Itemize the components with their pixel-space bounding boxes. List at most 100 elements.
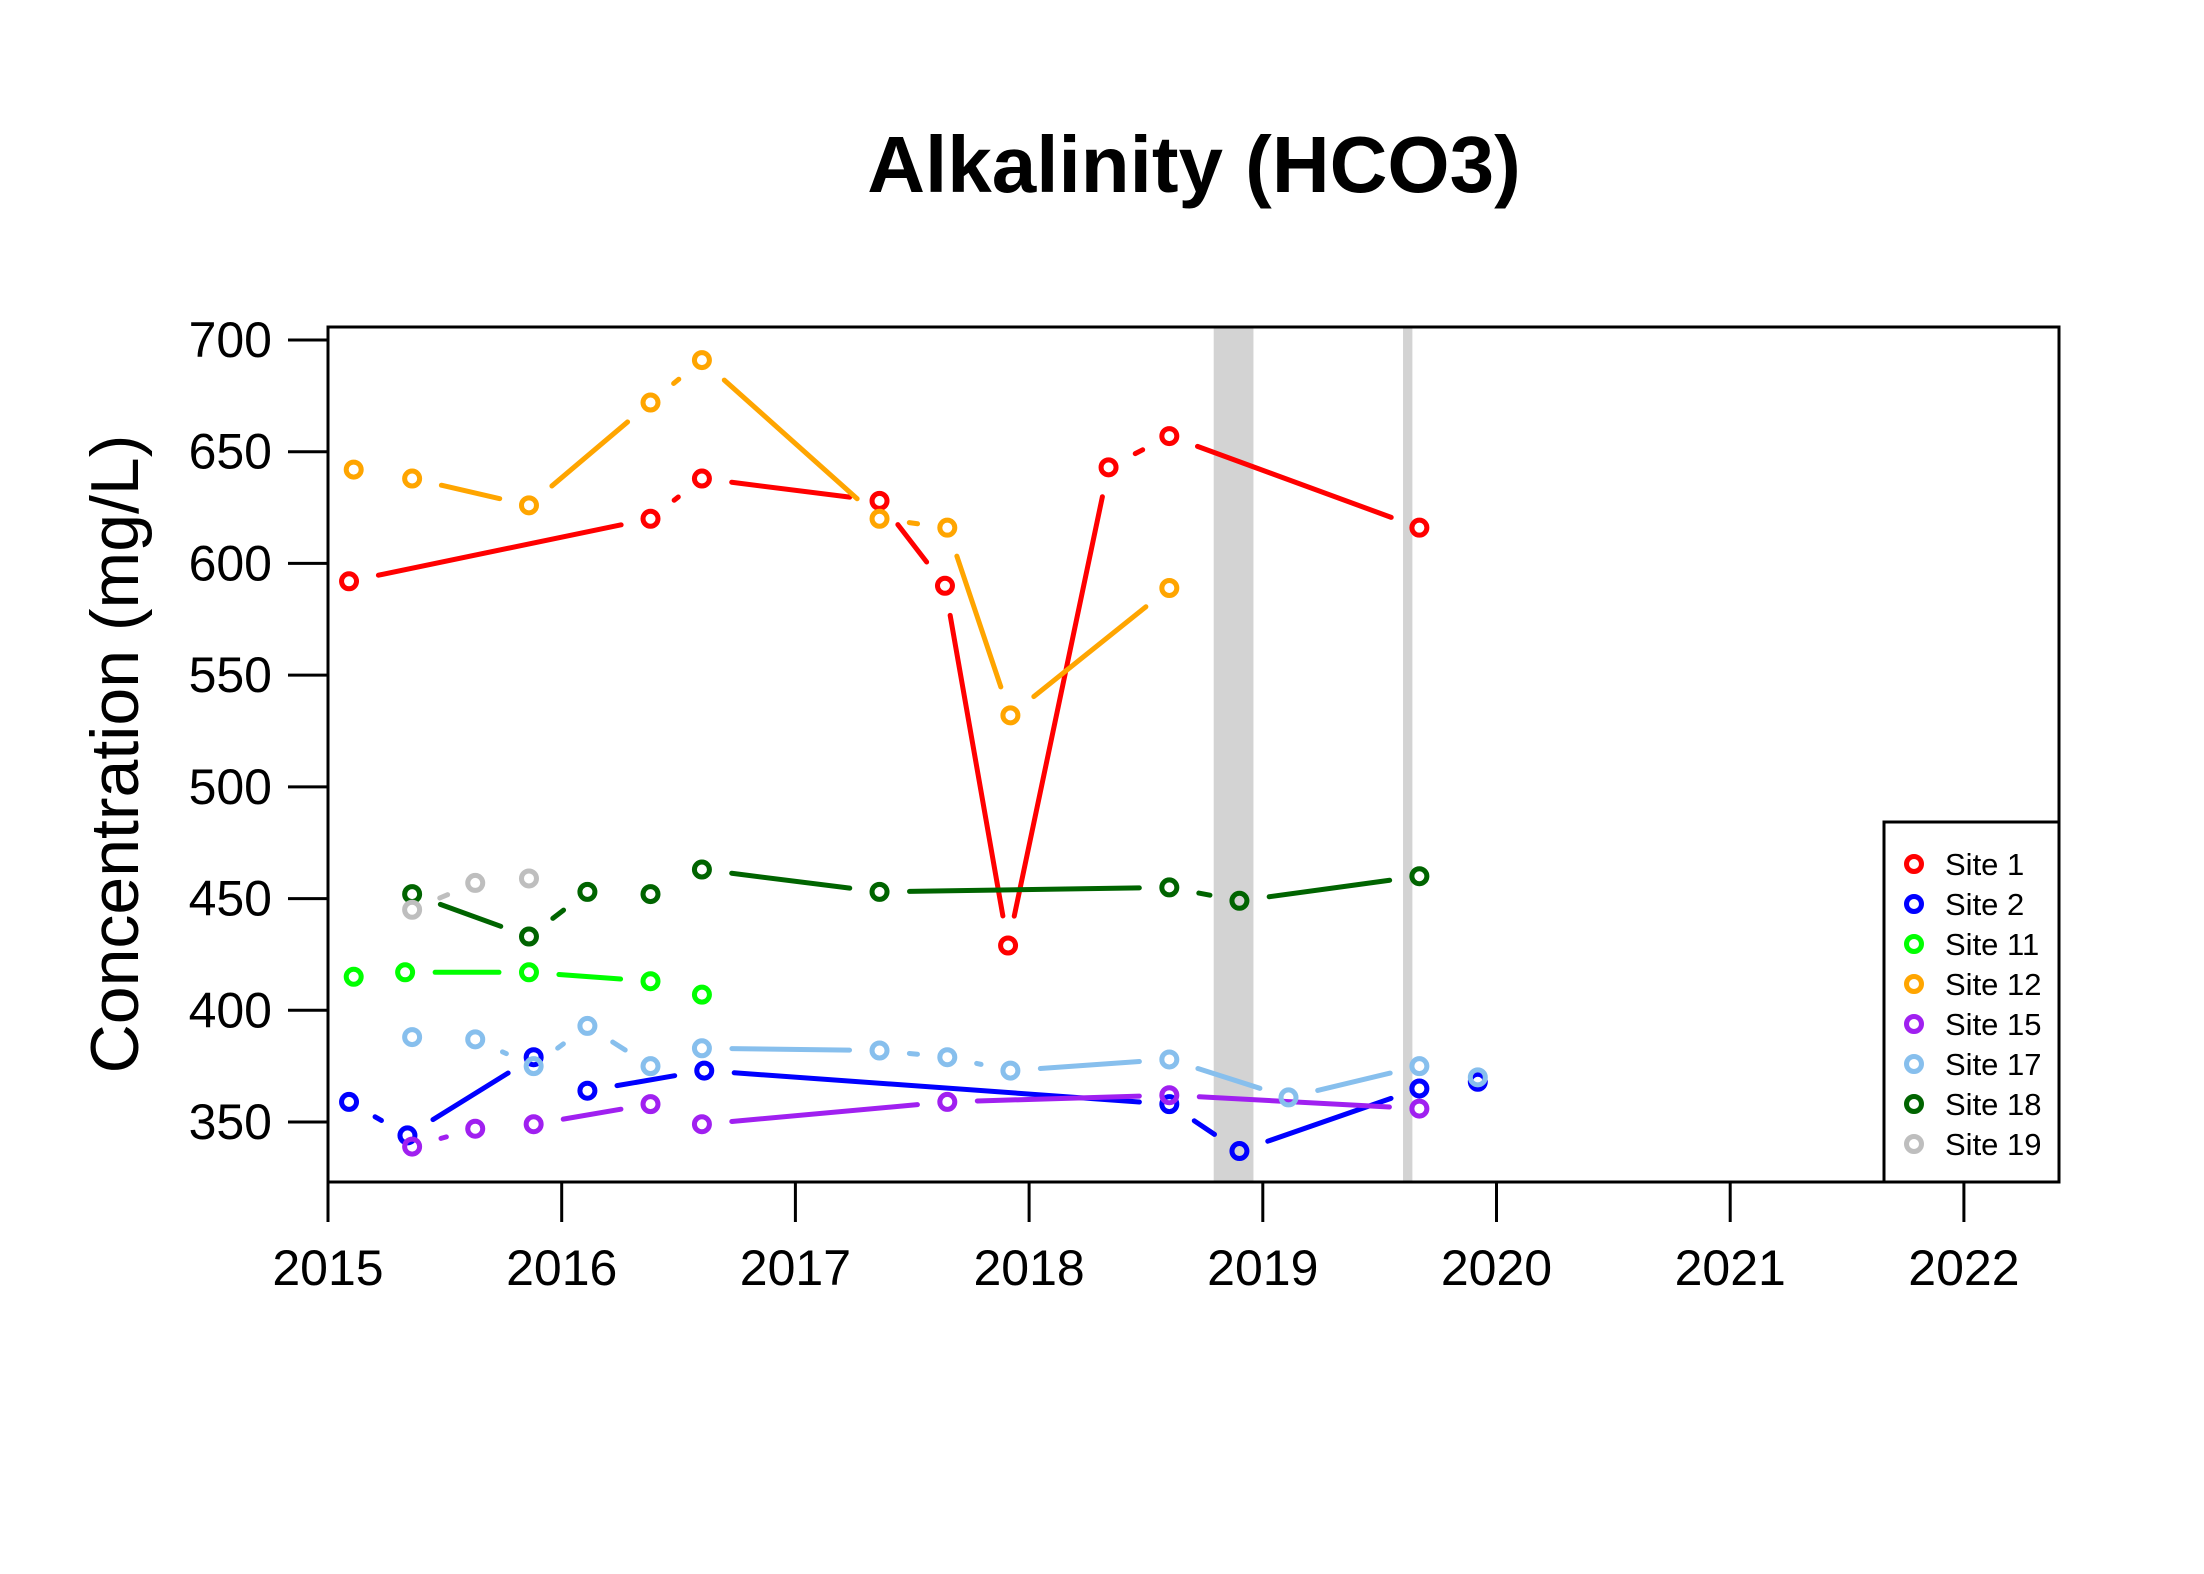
series-segment (430, 1070, 511, 1123)
series-segment (906, 520, 921, 527)
series-segment (974, 1060, 984, 1067)
data-point (937, 1047, 958, 1068)
data-point (1159, 1085, 1180, 1106)
data-point (518, 962, 539, 983)
legend-marker (1904, 1054, 1924, 1074)
data-point (577, 1015, 598, 1036)
y-tick-label: 500 (189, 759, 272, 815)
series-segment (906, 1050, 920, 1057)
series-segment (438, 482, 503, 502)
data-point (523, 1114, 544, 1135)
series-segment (375, 522, 624, 578)
data-point (1159, 578, 1180, 599)
data-point (694, 1060, 715, 1081)
data-point (691, 468, 712, 489)
series-segment (555, 1041, 566, 1051)
series-segment (437, 892, 451, 901)
series-segment (1194, 443, 1394, 520)
series-segment (974, 1093, 1142, 1104)
shaded-band (1213, 327, 1254, 1182)
legend-label: Site 12 (1945, 967, 2042, 1002)
data-point (640, 508, 661, 529)
data-point (691, 984, 712, 1005)
y-tick-label: 400 (189, 982, 272, 1038)
series-segment (1011, 494, 1105, 919)
data-point (465, 1029, 486, 1050)
y-tick-label: 600 (189, 535, 272, 591)
data-point (339, 1091, 360, 1112)
x-tick-label: 2018 (973, 1240, 1084, 1296)
shaded-band (1403, 327, 1413, 1182)
data-point (339, 571, 360, 592)
data-point (1409, 517, 1430, 538)
series-segment (895, 522, 930, 565)
series-site-15 (402, 1085, 1430, 1157)
data-point (343, 966, 364, 987)
series-segment (721, 377, 860, 502)
legend-label: Site 1 (1945, 847, 2024, 882)
series-segment (729, 479, 853, 500)
data-point (869, 490, 890, 511)
legend-marker (1904, 894, 1924, 914)
data-point (869, 881, 890, 902)
legend-box (1882, 820, 2061, 1184)
series-segment (614, 1073, 678, 1089)
y-tick-label: 650 (189, 424, 272, 480)
series-layer (339, 350, 1488, 1162)
y-tick-label: 550 (189, 647, 272, 703)
data-point (640, 1056, 661, 1077)
data-point (577, 1080, 598, 1101)
data-point (934, 575, 955, 596)
y-tick-label: 350 (189, 1094, 272, 1150)
data-point (523, 1056, 544, 1077)
data-point (1159, 1094, 1180, 1115)
series-segment (954, 553, 1004, 690)
legend-label: Site 17 (1945, 1047, 2042, 1082)
x-tick-label: 2016 (506, 1240, 617, 1296)
data-point (395, 962, 416, 983)
data-point (869, 1040, 890, 1061)
series-segment (729, 1046, 853, 1053)
data-point (1409, 1078, 1430, 1099)
data-point (1467, 1067, 1488, 1088)
y-axis-label: Concentration (mg/L) (77, 435, 153, 1074)
series-segment (549, 419, 631, 489)
data-point (691, 1038, 712, 1059)
data-point (1159, 1049, 1180, 1070)
x-tick-label: 2022 (1908, 1240, 2019, 1296)
series-segment (671, 376, 682, 386)
data-point (1229, 890, 1250, 911)
data-point (402, 884, 423, 905)
data-point (1409, 1056, 1430, 1077)
data-point (518, 868, 539, 889)
series-segment (550, 907, 567, 921)
y-axis: 350 400 450 500 550 600 650 700 (189, 312, 330, 1150)
series-segment (499, 1049, 509, 1057)
data-point (518, 926, 539, 947)
data-point (691, 859, 712, 880)
data-point (518, 495, 539, 516)
data-point (1098, 457, 1119, 478)
legend-label: Site 15 (1945, 1007, 2042, 1042)
series-site-18 (402, 859, 1430, 947)
series-segment (1315, 1070, 1393, 1093)
series-segment (671, 494, 681, 503)
data-point (523, 1047, 544, 1068)
data-point (937, 517, 958, 538)
data-point (640, 971, 661, 992)
series-segment (1132, 447, 1146, 457)
series-segment (556, 972, 624, 982)
data-point (1409, 1098, 1430, 1119)
series-segment (1266, 877, 1393, 900)
data-point (402, 1136, 423, 1157)
series-segment (729, 1102, 920, 1125)
series-segment (1191, 1118, 1217, 1137)
series-segment (1031, 604, 1149, 700)
legend-marker (1904, 854, 1924, 874)
x-tick-label: 2020 (1441, 1240, 1552, 1296)
legend-label: Site 2 (1945, 887, 2024, 922)
series-segment (947, 612, 1006, 919)
series-segment (907, 885, 1142, 894)
series-segment (560, 1106, 624, 1122)
